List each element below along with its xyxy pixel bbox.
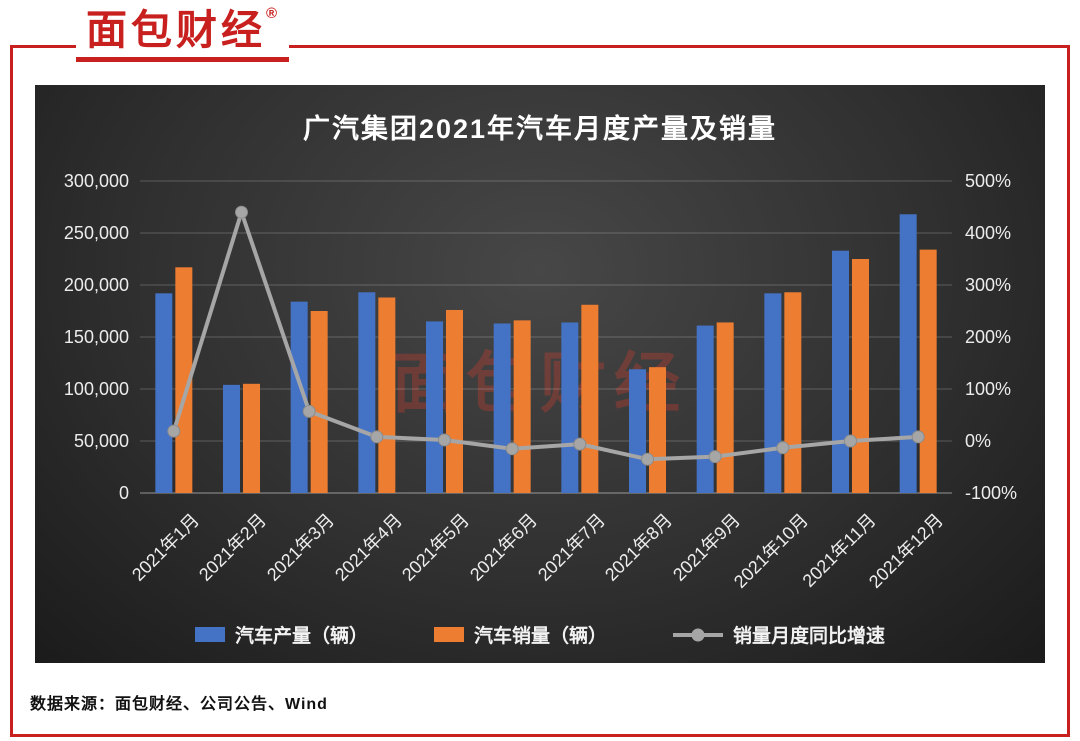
chart-legend: 汽车产量（辆） 汽车销量（辆） 销量月度同比增速	[35, 621, 1045, 648]
bar-sales	[784, 292, 802, 493]
growth-line	[171, 205, 919, 462]
growth-line-marker	[776, 441, 790, 455]
left-axis-tick: 50,000	[73, 431, 129, 451]
x-axis-label: 2021年5月	[398, 509, 474, 585]
left-axis-tick: 200,000	[63, 275, 129, 295]
growth-line-marker	[302, 404, 316, 418]
legend-label-production: 汽车产量（辆）	[234, 626, 368, 647]
bar-sales	[513, 320, 531, 493]
x-axis-label: 2021年2月	[195, 509, 271, 585]
left-axis-tick: 150,000	[63, 327, 129, 347]
bar-production	[696, 325, 714, 493]
left-axis-tick: 0	[118, 483, 129, 503]
legend-label-sales: 汽车销量（辆）	[473, 626, 607, 647]
red-border-frame	[10, 45, 1070, 737]
growth-line-marker	[708, 450, 722, 464]
bar-sales	[649, 367, 666, 493]
x-axis-label: 2021年8月	[601, 509, 677, 585]
x-axis-label: 2021年7月	[533, 509, 609, 585]
bar-production	[561, 322, 579, 493]
legend-marker-dot	[691, 628, 705, 641]
bar-production	[899, 214, 917, 493]
right-axis-tick: -100%	[965, 483, 1018, 503]
bar-sales	[175, 267, 193, 493]
chart-title: 广汽集团2021年汽车月度产量及销量	[302, 114, 778, 144]
right-axis-tick: 300%	[965, 275, 1012, 295]
x-axis-label: 2021年3月	[263, 509, 339, 585]
bar-production	[290, 301, 308, 493]
right-axis-tick: 500%	[965, 171, 1012, 191]
bar-production	[629, 369, 646, 493]
legend-item-growth: 销量月度同比增速	[673, 621, 885, 648]
growth-line-marker	[844, 434, 857, 448]
legend-item-production: 汽车产量（辆）	[194, 621, 368, 648]
legend-label-growth: 销量月度同比增速	[733, 626, 886, 647]
bar-production	[493, 323, 511, 493]
bar-production	[426, 321, 443, 493]
bar-production	[155, 293, 173, 493]
x-axis-label: 2021年4月	[330, 509, 406, 585]
growth-line-marker	[641, 452, 654, 466]
registered-trademark-icon: ®	[266, 5, 278, 22]
bar-production	[223, 384, 240, 493]
growth-line-marker	[235, 205, 248, 219]
growth-line-marker	[370, 430, 384, 444]
brand-logo: 面包财经®	[76, 4, 290, 63]
growth-line-marker	[505, 442, 519, 456]
bar-sales	[378, 297, 396, 493]
left-axis-tick: 100,000	[63, 379, 129, 399]
right-axis-tick: 400%	[965, 223, 1012, 243]
plot-area	[140, 180, 952, 494]
bar-sales	[716, 322, 734, 493]
left-axis-tick: 300,000	[63, 171, 129, 191]
brand-logo-text: 面包财经	[86, 7, 266, 53]
legend-swatch-sales	[433, 627, 464, 642]
bar-sales	[243, 383, 260, 493]
bar-production	[764, 293, 782, 493]
right-axis-tick: 200%	[965, 327, 1012, 347]
bar-sales	[446, 309, 463, 493]
growth-line-marker	[167, 424, 181, 438]
growth-line-marker	[573, 437, 587, 451]
bar-sales	[852, 259, 869, 493]
bar-sales	[581, 304, 599, 493]
left-axis-tick: 250,000	[63, 223, 129, 243]
legend-item-sales: 汽车销量（辆）	[433, 621, 607, 648]
growth-line-marker	[911, 430, 925, 444]
data-source-note: 数据来源：面包财经、公司公告、Wind	[30, 696, 328, 713]
bar-sales	[310, 311, 328, 493]
right-axis-tick: 100%	[965, 379, 1012, 399]
bar-production	[358, 292, 376, 493]
legend-swatch-production	[194, 627, 225, 642]
legend-swatch-growth-line	[673, 628, 723, 641]
chart-panel: 广汽集团2021年汽车月度产量及销量 面包财经 300,000 250,000 20…	[35, 85, 1045, 663]
bar-production	[832, 250, 849, 493]
growth-line-marker	[438, 433, 451, 447]
right-axis-tick: 0%	[965, 431, 992, 451]
bar-sales	[919, 249, 937, 493]
x-axis-label: 2021年6月	[466, 509, 542, 585]
x-axis-label: 2021年1月	[127, 509, 203, 585]
